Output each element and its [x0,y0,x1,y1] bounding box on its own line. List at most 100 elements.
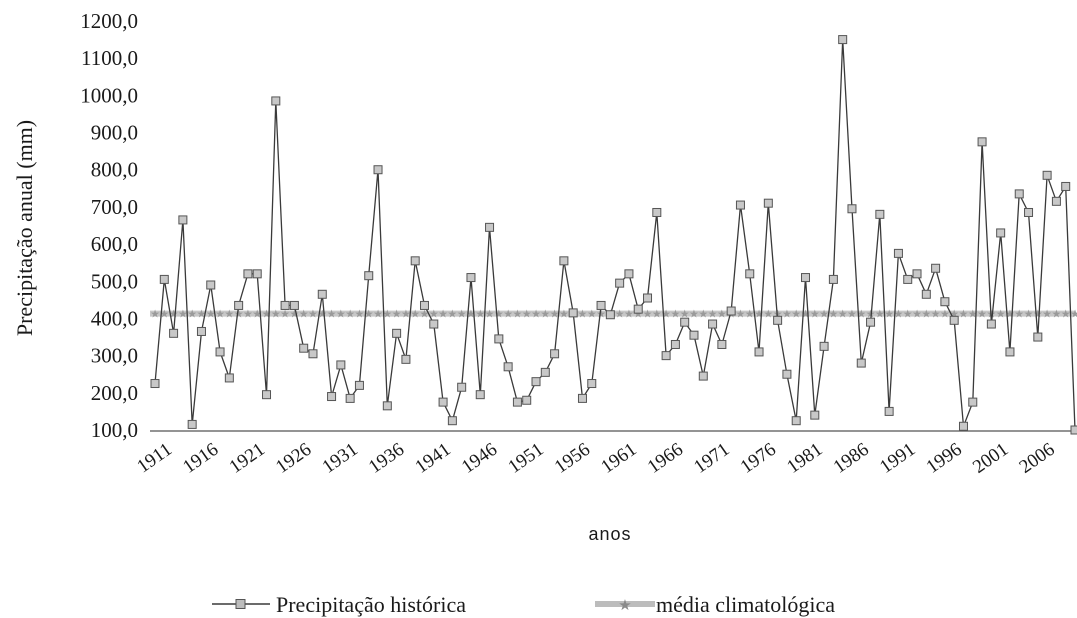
media-climatologica-point: ★ [438,308,448,321]
y-tick-label: 900,0 [91,121,138,145]
precipitacao-historica-point [689,330,699,340]
precipitacao-historica-point [754,347,764,357]
precipitacao-historica-point [1014,189,1024,199]
media-climatologica-point: ★ [271,308,281,321]
y-tick-label: 700,0 [91,195,138,219]
precipitacao-historica-point [215,347,225,357]
media-climatologica-point: ★ [1061,308,1071,321]
x-tick-label: 1941 [411,439,454,478]
x-tick-label: 1946 [458,439,501,478]
precipitacao-historica-point [438,397,448,407]
precipitacao-historica-point [819,341,829,351]
x-axis-ticks: 1911 1916 1921 1926 1931 1936 1941 1946 1951 1956… [133,439,1058,478]
media-climatologica-point: ★ [280,308,290,321]
precipitacao-historica-point [577,393,587,403]
precipitacao-historica-point [196,326,206,336]
precipitacao-historica-point [605,310,615,320]
precipitacao-historica-point [317,289,327,299]
media-climatologica-point: ★ [512,308,522,321]
precipitacao-historica-point [522,395,532,405]
x-tick-label: 1936 [365,439,408,478]
precipitacao-historica-point [958,421,968,431]
media-climatologica-point: ★ [531,308,541,321]
media-climatologica-point: ★ [847,308,857,321]
legend: Precipitação histórica ★ média climatoló… [212,592,835,617]
precipitacao-historica-point [262,390,272,400]
precipitacao-historica-point [373,165,383,175]
precipitacao-historica-point [763,198,773,208]
y-tick-label: 400,0 [91,306,138,330]
precipitacao-historica-point [968,397,978,407]
precipitacao-historica-point [708,319,718,329]
precipitacao-historica-point [512,397,522,407]
media-climatologica-point: ★ [178,308,188,321]
precipitacao-historica-point [364,271,374,281]
media-climatologica-point: ★ [754,308,764,321]
media-climatologica-point: ★ [866,308,876,321]
x-tick-label: 1911 [133,439,176,478]
media-climatologica-point: ★ [494,308,504,321]
legend-marker-media: ★ [618,596,631,614]
x-tick-label: 2006 [1016,439,1059,478]
precipitacao-historica-point [243,269,253,279]
precipitacao-historica-point [336,360,346,370]
precipitacao-historica-point [735,200,745,210]
x-tick-label: 1996 [923,439,966,478]
y-tick-label: 500,0 [91,269,138,293]
precipitacao-historica-point [856,358,866,368]
media-climatologica-point: ★ [457,308,467,321]
y-tick-label: 100,0 [91,418,138,442]
media-climatologica-point: ★ [587,308,597,321]
media-climatologica-point: ★ [819,308,829,321]
y-tick-label: 1200,0 [80,9,138,33]
precipitacao-historica-point [178,215,188,225]
precipitacao-historica-point [652,207,662,217]
precipitacao-historica-point [717,339,727,349]
x-tick-label: 1931 [319,439,362,478]
precipitacao-historica-point [661,351,671,361]
media-climatologica-point: ★ [717,308,727,321]
precipitacao-historica-point [838,35,848,45]
legend-marker-historica [235,599,246,609]
precipitacao-historica-point [931,263,941,273]
precipitacao-historica-point [828,274,838,284]
x-tick-label: 1966 [644,439,687,478]
precipitacao-historica-point [643,293,653,303]
precipitacao-historica-point [1051,196,1061,206]
media-climatologica-point: ★ [745,308,755,321]
media-climatologica-point: ★ [633,308,643,321]
media-climatologica-point: ★ [903,308,913,321]
precipitacao-historica-point [912,269,922,279]
precipitacao-historica-point [866,317,876,327]
precipitacao-historica-point [224,373,234,383]
precipitacao-historica-point [726,306,736,316]
media-climatologica-point: ★ [782,308,792,321]
media-climatologica-point: ★ [234,308,244,321]
precipitacao-historica-point [299,343,309,353]
precipitacao-historica-point [1070,425,1077,435]
media-climatologica-point: ★ [931,308,941,321]
media-climatologica-point: ★ [169,308,179,321]
precipitacao-historica-point [392,328,402,338]
series-layer: ★ ★ ★ ★ ★ ★ ★ ★ ★ ★ ★ ★ ★ ★ ★ ★ ★ ★ ★ ★ ★ ★ ★ ★ ★ ★ ★ ★ ★ ★ ★ ★ ★ ★ ★ ★ ★ ★ ★ ★… [150,35,1077,435]
precipitacao-historica-point [903,274,913,284]
media-climatologica-point: ★ [977,308,987,321]
precipitacao-historica-point [252,269,262,279]
precipitacao-historica-point [633,304,643,314]
legend-label-media: média climatológica [656,592,835,617]
precipitacao-historica-point [401,354,411,364]
media-climatologica-point: ★ [624,308,634,321]
media-climatologica-point: ★ [364,308,374,321]
precipitacao-historica-point [847,204,857,214]
media-climatologica-point: ★ [540,308,550,321]
media-climatologica-point: ★ [475,308,485,321]
media-climatologica-point: ★ [838,308,848,321]
precipitacao-historica-point [875,209,885,219]
media-climatologica-point: ★ [336,308,346,321]
media-climatologica-point: ★ [327,308,337,321]
precipitacao-historica-point [289,300,299,310]
media-climatologica-point: ★ [884,308,894,321]
media-climatologica-point: ★ [596,308,606,321]
precipitacao-historica-point [986,319,996,329]
precipitacao-historica-point [419,300,429,310]
